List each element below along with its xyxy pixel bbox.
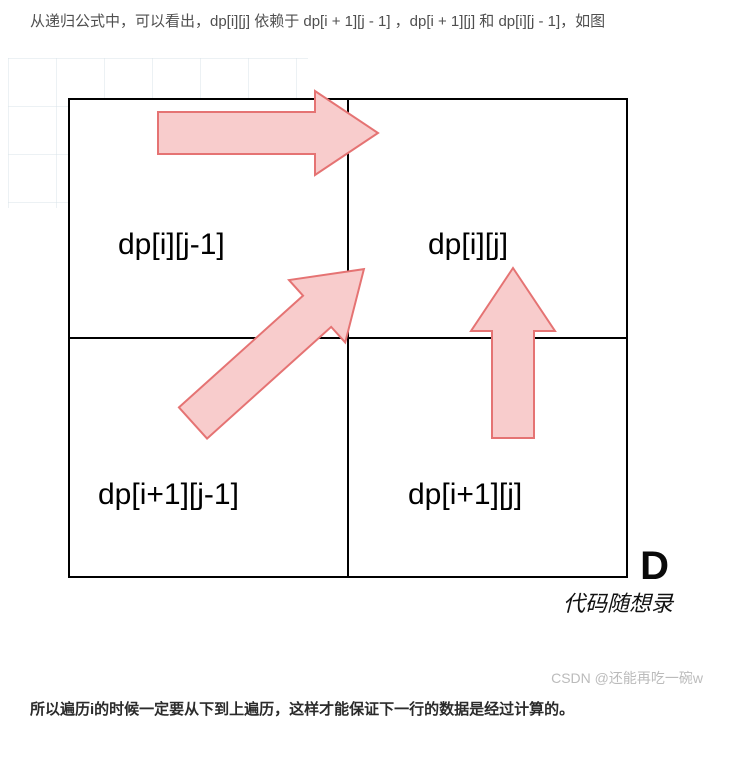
watermark: D 代码随想录 <box>563 546 673 618</box>
cell-bottom-left: dp[i+1][j-1] <box>98 478 239 512</box>
watermark-logo-icon: D <box>563 546 667 586</box>
intro-text: 从递归公式中，可以看出，dp[i][j] 依赖于 dp[i + 1][j - 1… <box>0 0 739 38</box>
cell-bottom-right: dp[i+1][j] <box>408 478 522 512</box>
arrow-diagonal <box>165 238 392 454</box>
arrow-bottom-to-top <box>471 268 555 438</box>
dp-dependency-diagram: dp[i][j-1] dp[i][j] dp[i+1][j-1] dp[i+1]… <box>8 58 733 658</box>
cell-top-right: dp[i][j] <box>428 228 508 262</box>
arrow-left-to-right <box>158 91 378 175</box>
watermark-text: 代码随想录 <box>563 591 673 616</box>
cell-top-left: dp[i][j-1] <box>118 228 225 262</box>
csdn-watermark: CSDN @还能再吃一碗w <box>551 668 703 688</box>
